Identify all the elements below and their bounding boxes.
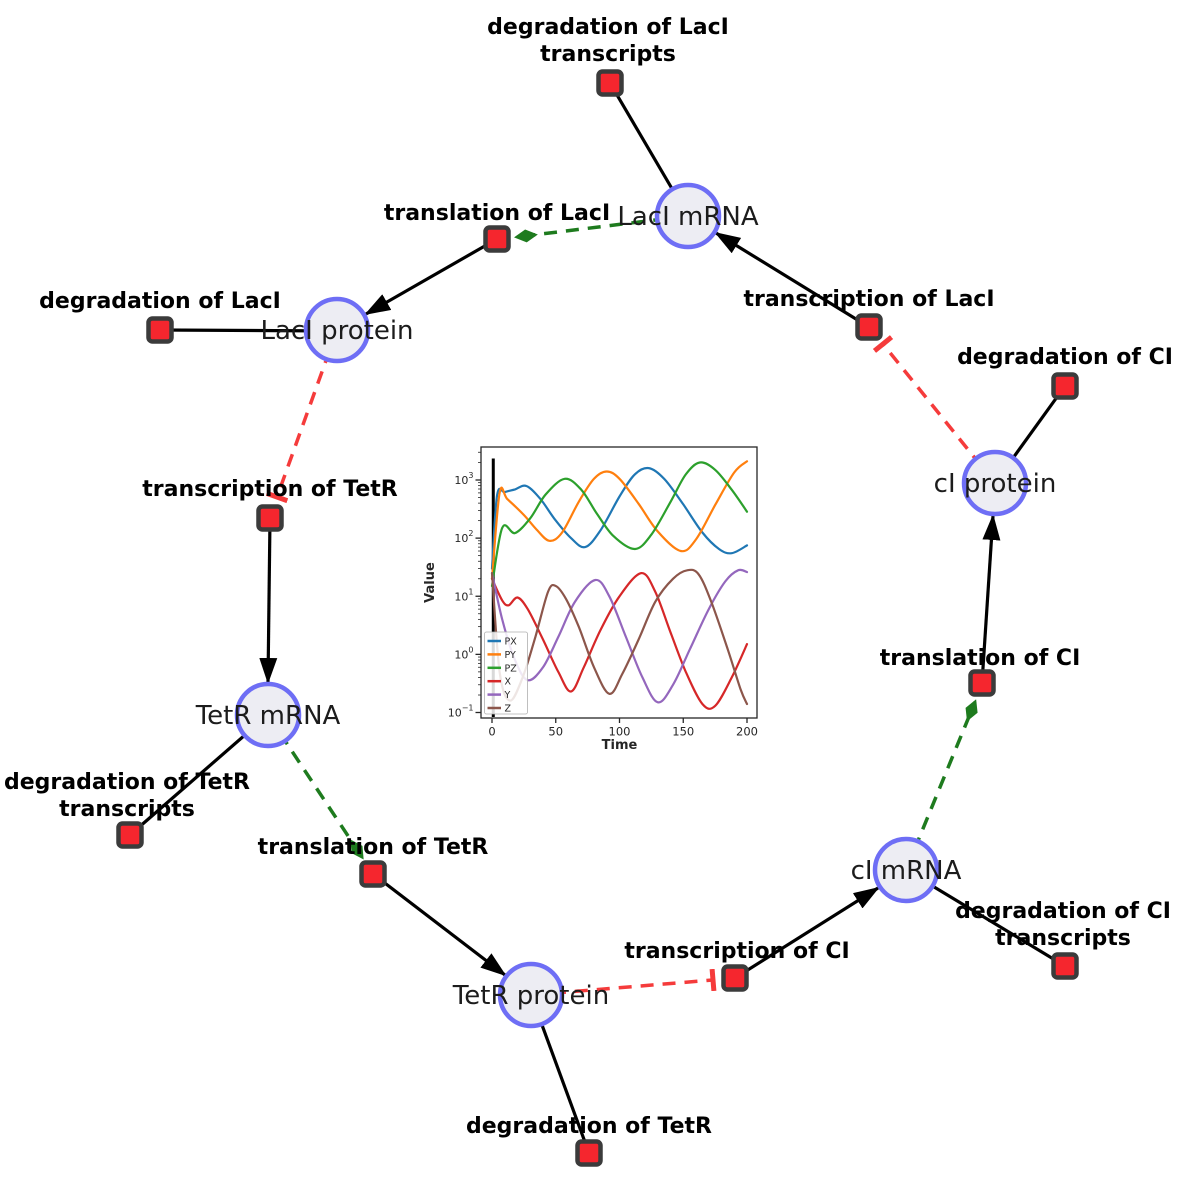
reaction-label-translation-laci: translation of LacI bbox=[384, 201, 610, 226]
reaction-label-degradation-ci: degradation of CI bbox=[957, 345, 1173, 370]
chart-legend-label-PY: PY bbox=[505, 650, 517, 661]
edge-translation-ci-to-ci-protein[interactable] bbox=[980, 514, 1001, 684]
chart-y-tick-label: 101 bbox=[454, 587, 473, 603]
edge-transcription-tetr-to-tetr-mrna[interactable] bbox=[259, 517, 278, 684]
edge-transcription-laci-to-laci-mrna[interactable] bbox=[714, 231, 870, 329]
reaction-label-translation-tetr: translation of TetR bbox=[258, 835, 489, 860]
reaction-node-translation-laci[interactable] bbox=[483, 225, 511, 253]
chart-y-tick-label: 102 bbox=[454, 529, 473, 545]
reaction-label-degradation-laci: degradation of LacI bbox=[39, 289, 281, 314]
species-node-tetr-protein[interactable] bbox=[497, 961, 565, 1029]
species-label-tetr-mrna: TetR mRNA bbox=[195, 701, 341, 731]
reaction-node-translation-ci[interactable] bbox=[968, 669, 996, 697]
species-node-laci-protein[interactable] bbox=[303, 296, 371, 364]
chart-x-tick-label: 200 bbox=[736, 725, 758, 739]
reaction-label-transcription-ci: transcription of CI bbox=[624, 939, 849, 964]
species-label-ci-protein: cI protein bbox=[934, 469, 1057, 499]
chart-legend-label-PX: PX bbox=[505, 637, 518, 648]
reaction-label-transcription-laci: transcription of LacI bbox=[743, 287, 994, 312]
edge-transcription-ci-to-ci-mrna[interactable] bbox=[734, 886, 880, 980]
species-label-laci-mrna: LacI mRNA bbox=[617, 202, 758, 232]
edge-translation-laci-to-laci-protein[interactable] bbox=[364, 237, 498, 316]
reaction-label-degradation-tetr: degradation of TetR bbox=[466, 1114, 712, 1139]
species-node-ci-protein[interactable] bbox=[961, 449, 1029, 517]
chart-legend-label-X: X bbox=[505, 677, 512, 688]
chart-series-PZ bbox=[490, 461, 749, 588]
chart-legend-label-PZ: PZ bbox=[505, 663, 518, 674]
reaction-label-degradation-ci-transcripts-line1: degradation of CI bbox=[955, 899, 1171, 924]
reaction-label-translation-ci: translation of CI bbox=[880, 646, 1081, 671]
species-label-ci-mrna: cI mRNA bbox=[851, 856, 962, 886]
chart-y-tick-label: 103 bbox=[454, 471, 473, 487]
species-label-laci-protein: LacI protein bbox=[260, 316, 413, 346]
chart-x-tick-label: 150 bbox=[672, 725, 694, 739]
reaction-label-degradation-tetr-transcripts-line1: degradation of TetR bbox=[4, 770, 250, 795]
inset-time-series-chart: 0 50 100 150 200 103 102 101 100 10−1 PX PY PZ XYZ Ti… bbox=[423, 446, 758, 753]
chart-series-PY bbox=[490, 460, 749, 580]
species-node-laci-mrna[interactable] bbox=[654, 182, 722, 250]
reaction-node-degradation-laci-transcripts[interactable] bbox=[596, 69, 624, 97]
reaction-node-degradation-tetr[interactable] bbox=[575, 1139, 603, 1167]
reaction-node-translation-tetr[interactable] bbox=[359, 860, 387, 888]
reaction-node-degradation-ci-transcripts[interactable] bbox=[1051, 952, 1079, 980]
chart-series-PX bbox=[490, 466, 749, 570]
chart-x-tick-label: 0 bbox=[488, 725, 495, 739]
species-label-tetr-protein: TetR protein bbox=[452, 981, 609, 1011]
chart-legend-label-Y: Y bbox=[504, 690, 511, 701]
reaction-label-degradation-tetr-transcripts-line2: transcripts bbox=[59, 797, 195, 822]
species-node-tetr-mrna[interactable] bbox=[234, 681, 302, 749]
chart-xlabel: Time bbox=[602, 738, 638, 753]
reaction-label-degradation-ci-transcripts-line2: transcripts bbox=[995, 926, 1131, 951]
species-node-ci-mrna[interactable] bbox=[872, 836, 940, 904]
chart-x-tick-label: 100 bbox=[609, 725, 631, 739]
chart-legend: PX PY PZ XYZ bbox=[484, 631, 528, 715]
chart-x-tick-label: 50 bbox=[548, 725, 563, 739]
edge-translation-tetr-to-tetr-protein[interactable] bbox=[372, 872, 507, 977]
reaction-node-transcription-tetr[interactable] bbox=[256, 504, 284, 532]
reaction-node-degradation-tetr-transcripts[interactable] bbox=[116, 821, 144, 849]
reaction-node-degradation-laci[interactable] bbox=[146, 316, 174, 344]
reaction-node-transcription-ci[interactable] bbox=[721, 964, 749, 992]
labels-layer: LacI mRNA LacI protein TetR mRNA TetR pr… bbox=[4, 15, 1173, 1139]
chart-legend-label-Z: Z bbox=[505, 704, 512, 715]
chart-series-X bbox=[490, 572, 749, 710]
chart-y-tick-label: 10−1 bbox=[448, 704, 474, 720]
chart-axes-box bbox=[480, 446, 758, 719]
nodes-layer bbox=[116, 69, 1079, 1167]
reaction-label-degradation-laci-transcripts-line2: transcripts bbox=[540, 42, 676, 67]
reaction-label-transcription-tetr: transcription of TetR bbox=[142, 477, 398, 502]
reaction-node-degradation-ci[interactable] bbox=[1051, 372, 1079, 400]
chart-ylabel: Value bbox=[423, 562, 438, 603]
reaction-label-degradation-laci-transcripts-line1: degradation of LacI bbox=[487, 15, 729, 40]
chart-y-tick-label: 100 bbox=[454, 645, 473, 661]
reaction-node-transcription-laci[interactable] bbox=[855, 313, 883, 341]
